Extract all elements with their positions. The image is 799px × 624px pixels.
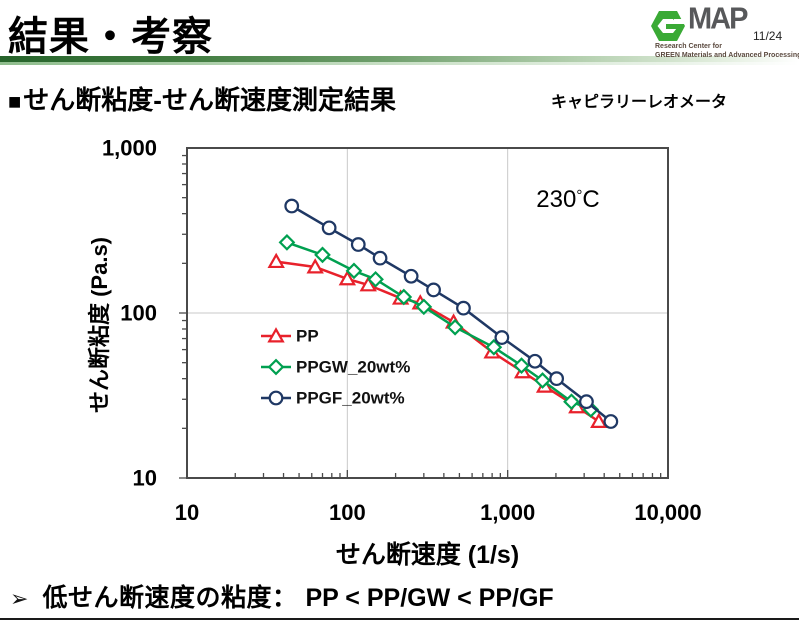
- x-tick-label: 100: [329, 500, 366, 525]
- logo-org-text: Research Center for GREEN Materials and …: [655, 42, 799, 60]
- conclusion-formula: PP < PP/GW < PP/GF: [305, 584, 554, 612]
- slide-page-number: 11/24: [753, 29, 783, 43]
- arrow-bullet-icon: ➢: [10, 586, 29, 611]
- chart-svg: 10 100 1,000 10,000 10 100 1,000 せん断速度 (1/s) せん断…: [87, 136, 702, 570]
- square-bullet-icon: ■: [8, 89, 22, 114]
- logo-org-line1: Research Center for: [655, 43, 722, 50]
- x-axis-label: せん断速度 (1/s): [336, 540, 519, 569]
- legend-item-PPGW_20wt%: PPGW_20wt%: [261, 358, 410, 377]
- x-tick-label: 10: [175, 500, 199, 525]
- gmap-logo-text: MAP: [688, 2, 748, 36]
- gmap-logo: MAP 11/24 Research Center for GREEN Mate…: [650, 2, 799, 62]
- x-tick-label: 10,000: [634, 500, 701, 525]
- svg-text:PPGF_20wt%: PPGF_20wt%: [296, 389, 405, 408]
- series-PPGF_20wt%: [284, 198, 619, 429]
- conclusion-line: ➢ 低せん断速度の粘度： PP < PP/GW < PP/GF: [10, 578, 554, 614]
- title-divider-light: [0, 62, 799, 65]
- svg-text:PP: PP: [296, 327, 319, 346]
- temperature-annotation: 230°C: [536, 186, 599, 213]
- y-tick-label: 10: [133, 466, 157, 491]
- gmap-logo-icon: [651, 11, 686, 41]
- instrument-note: キャピラリーレオメータ: [551, 94, 728, 111]
- x-tick-label: 1,000: [480, 500, 535, 525]
- y-axis-label: せん断粘度 (Pa.s): [87, 237, 112, 413]
- legend-item-PPGF_20wt%: PPGF_20wt%: [261, 389, 405, 408]
- logo-org-line2: GREEN Materials and Advanced Processing: [655, 52, 799, 59]
- legend-item-PP: PP: [261, 327, 319, 346]
- section-heading-text: せん断粘度-せん断速度測定結果: [23, 85, 396, 115]
- series-PPGW_20wt%: [278, 234, 600, 418]
- y-tick-label: 100: [120, 301, 157, 326]
- section-heading: ■せん断粘度-せん断速度測定結果: [8, 80, 396, 117]
- bottom-rule: [0, 618, 799, 620]
- shear-viscosity-chart: 10 100 1,000 10,000 10 100 1,000 せん断速度 (1/s) せん断…: [85, 130, 799, 575]
- svg-text:PPGW_20wt%: PPGW_20wt%: [296, 358, 410, 377]
- title-divider: [0, 56, 799, 62]
- page-title: 結果・考察: [8, 15, 213, 59]
- conclusion-label: 低せん断速度の粘度：: [42, 584, 298, 612]
- y-tick-label: 1,000: [102, 136, 157, 161]
